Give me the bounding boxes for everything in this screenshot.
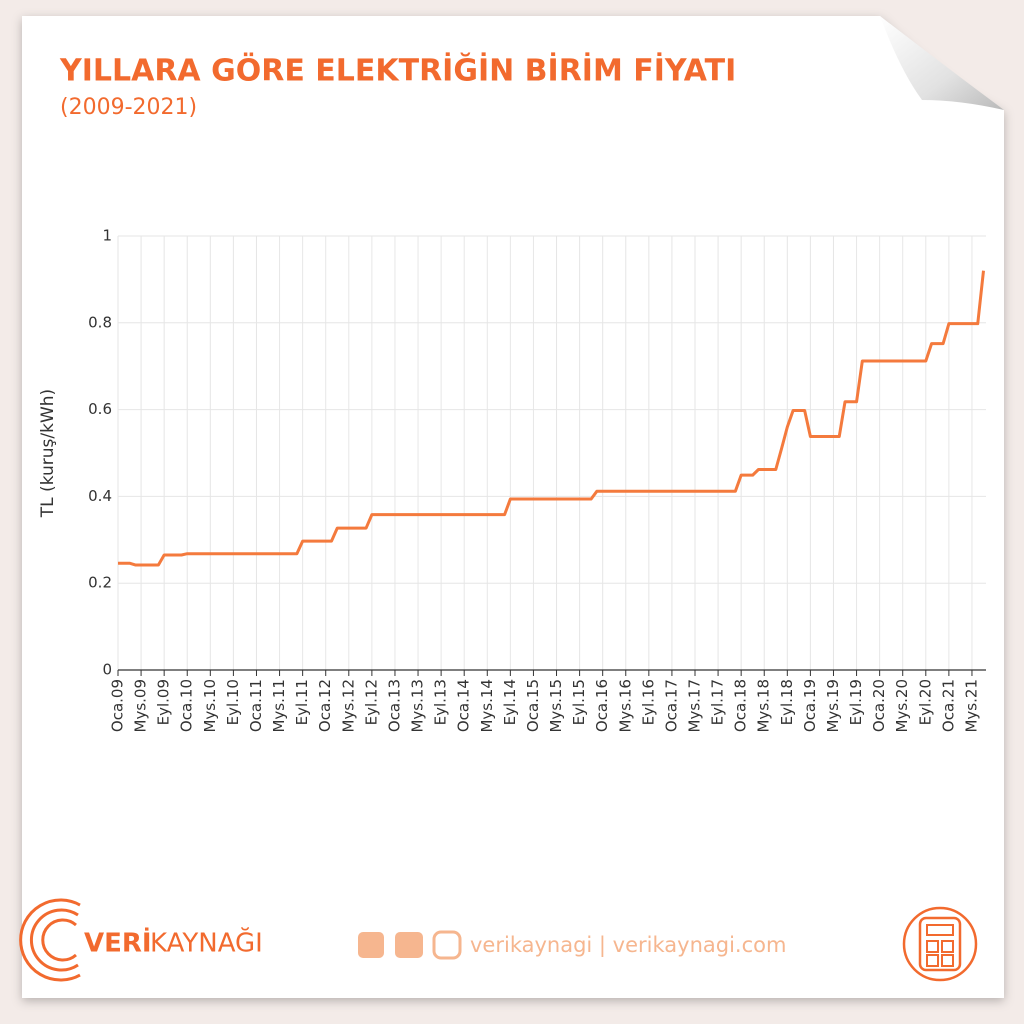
chart-title: YILLARA GÖRE ELEKTRİĞİN BİRİM FİYATI — [59, 52, 736, 89]
y-tick-label: 1 — [102, 227, 112, 245]
calculator-key — [926, 940, 939, 953]
x-tick-label: Mys.21 — [962, 679, 980, 733]
y-tick-label: 0.8 — [88, 313, 112, 331]
page-curl — [880, 16, 1004, 110]
x-tick-label: Mys.20 — [893, 679, 911, 733]
x-tick-label: Eyl.14 — [501, 679, 519, 725]
footer: VERİ KAYNAĞI verikaynagi | verikaynagi.c… — [19, 898, 978, 982]
calculator-body — [918, 916, 962, 972]
y-tick-label: 0 — [102, 661, 112, 679]
y-tick-label: 0.2 — [88, 574, 112, 592]
x-tick-label: Mys.16 — [616, 679, 634, 733]
calculator-key — [926, 954, 939, 967]
calculator-key — [941, 940, 954, 953]
x-tick-label: Oca.21 — [939, 679, 957, 732]
plot-area: 0 0.2 0.4 0.6 0.8 1 Oca.09 Mys.09 Eyl.09 Oca.10 My… — [88, 227, 986, 733]
x-tick-label: Oca.17 — [662, 679, 680, 732]
x-tick-label: Eyl.16 — [639, 679, 657, 725]
x-tick-label: Eyl.17 — [709, 679, 727, 725]
social-text: verikaynagi | verikaynagi.com — [470, 933, 786, 958]
x-tick-label: Mys.14 — [478, 679, 496, 733]
x-tick-label: Mys.15 — [547, 679, 565, 733]
x-tick-label: Oca.10 — [178, 679, 196, 732]
x-tick-label: Mys.09 — [132, 679, 150, 733]
x-tick-label: Oca.15 — [524, 679, 542, 732]
calculator-screen — [926, 924, 954, 936]
x-tick-label: Oca.13 — [385, 679, 403, 732]
brand-rest: KAYNAĞI — [150, 927, 263, 959]
facebook-icon — [358, 932, 384, 958]
x-tick-label: Eyl.10 — [224, 679, 242, 725]
x-tick-label: Mys.17 — [686, 679, 704, 733]
twitter-icon — [395, 932, 423, 958]
y-axis-label: TL (kuruş/kWh) — [38, 389, 58, 518]
y-tick-label: 0.6 — [88, 400, 112, 418]
x-tick-label: Eyl.19 — [847, 679, 865, 725]
x-tick-label: Oca.19 — [801, 679, 819, 732]
x-tick-label: Eyl.12 — [362, 679, 380, 725]
x-tick-label: Eyl.11 — [293, 679, 311, 725]
x-tick-label: Oca.14 — [455, 679, 473, 732]
brand-bold: VERİ — [84, 927, 152, 959]
x-tick-label: Mys.11 — [270, 679, 288, 733]
x-tick-label: Oca.20 — [870, 679, 888, 732]
x-tick-label: Mys.18 — [755, 679, 773, 733]
y-tick-label: 0.4 — [88, 487, 112, 505]
x-tick-label: Mys.13 — [409, 679, 427, 733]
paper — [22, 16, 1004, 998]
brand-logo — [19, 898, 81, 982]
x-tick-label: Eyl.20 — [916, 679, 934, 725]
x-tick-label: Oca.12 — [316, 679, 334, 732]
x-tick-label: Eyl.13 — [432, 679, 450, 725]
x-tick-label: Oca.18 — [732, 679, 750, 732]
x-tick-label: Mys.19 — [824, 679, 842, 733]
x-tick-label: Eyl.18 — [778, 679, 796, 725]
x-tick-label: Oca.16 — [593, 679, 611, 732]
instagram-icon — [432, 930, 462, 960]
calculator-key — [941, 954, 954, 967]
chart-subtitle: (2009-2021) — [60, 95, 197, 120]
calculator-icon — [902, 906, 978, 982]
price-line — [118, 270, 985, 567]
x-tick-label: Mys.10 — [201, 679, 219, 733]
x-tick-label: Eyl.09 — [155, 679, 173, 725]
x-tick-label: Oca.11 — [247, 679, 265, 732]
x-tick-label: Oca.09 — [109, 679, 127, 732]
x-tick-label: Mys.12 — [339, 679, 357, 733]
x-tick-label: Eyl.15 — [570, 679, 588, 725]
